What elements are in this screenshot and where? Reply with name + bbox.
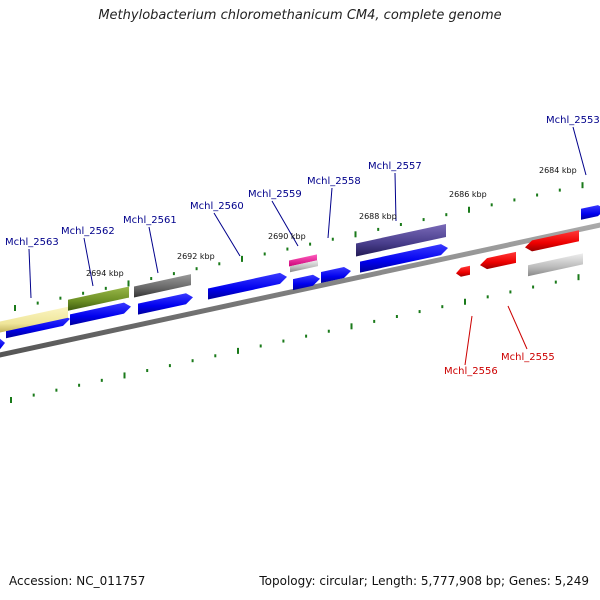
cds-features[interactable] [0,205,600,352]
cds-reverse[interactable] [456,265,470,277]
genome-summary-text: Topology: circular; Length: 5,777,908 bp… [259,574,589,588]
cds-reverse[interactable] [480,251,516,270]
cds-forward[interactable] [70,302,131,326]
callout-line [327,187,333,239]
callout-line [394,172,397,222]
gene-label-mchl-2561[interactable]: Mchl_2561 [123,215,177,226]
cds-forward[interactable] [138,293,193,315]
gene-label-mchl-2558[interactable]: Mchl_2558 [307,176,361,187]
cds-forward[interactable] [581,205,600,220]
cds-reverse[interactable] [525,230,579,252]
cds-olive[interactable] [68,286,129,311]
cds-forward[interactable] [360,244,448,273]
cds-forward[interactable] [0,338,5,352]
gene-label-mchl-2563[interactable]: Mchl_2563 [5,237,59,248]
gene-label-mchl-2562[interactable]: Mchl_2562 [61,226,115,237]
genome-backbone [0,222,600,358]
map-title: Methylobacterium chloromethanicum CM4, c… [98,8,502,23]
callout-line [572,126,587,176]
cds-yellow[interactable] [0,306,68,335]
gene-label-mchl-2553[interactable]: Mchl_2553 [546,115,600,126]
cds-forward[interactable] [293,274,320,291]
gene-label-mchl-2556[interactable]: Mchl_2556 [444,366,498,377]
label-callouts [28,126,587,366]
scale-label-2684: 2684 kbp [539,166,577,175]
gene-label-mchl-2555[interactable]: Mchl_2555 [501,352,555,363]
cds-forward[interactable] [208,272,287,300]
cds-forward[interactable] [321,267,351,284]
gene-label-mchl-2557[interactable]: Mchl_2557 [368,161,422,172]
cds-light-gray[interactable] [290,260,318,273]
callout-line [28,248,32,299]
cds-pink[interactable] [289,254,317,267]
callout-line [507,305,528,350]
accession-text: Accession: NC_011757 [9,574,146,588]
cds-dark-gray[interactable] [134,274,191,298]
gene-label-mchl-2560[interactable]: Mchl_2560 [190,201,244,212]
scale-label-2690: 2690 kbp [268,232,306,241]
scale-label-2694: 2694 kbp [86,269,124,278]
scale-label-2688: 2688 kbp [359,212,397,221]
callout-line [148,226,159,274]
cds-purple[interactable] [356,223,446,257]
tick-marks [10,182,584,403]
gene-label-mchl-2559[interactable]: Mchl_2559 [248,189,302,200]
scale-label-2686: 2686 kbp [449,190,487,199]
callout-line [271,200,299,247]
cds-light-gray[interactable] [528,253,583,277]
callout-line [464,315,473,366]
scale-label-2692: 2692 kbp [177,252,215,261]
callout-line [83,237,94,287]
callout-line [213,212,241,257]
